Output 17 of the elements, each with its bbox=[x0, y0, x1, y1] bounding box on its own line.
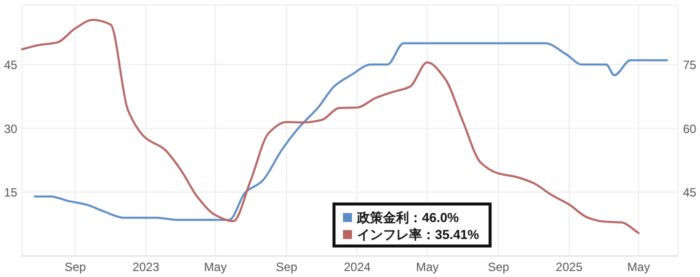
x-tick-label: May bbox=[627, 260, 650, 274]
x-tick-label: 2023 bbox=[132, 260, 160, 274]
x-tick-label: Sep bbox=[488, 260, 510, 274]
x-tick-label: 2025 bbox=[556, 260, 583, 274]
x-tick-label: 2024 bbox=[344, 260, 371, 274]
y-tick-label: 15 bbox=[4, 186, 18, 200]
y-tick-label: 45 bbox=[4, 58, 18, 72]
y2-tick-label: 60 bbox=[683, 122, 697, 136]
legend-label: 政策金利：46.0% bbox=[356, 210, 460, 225]
legend-label: インフレ率：35.41% bbox=[357, 227, 480, 242]
y-tick-label: 30 bbox=[4, 122, 18, 136]
x-tick-label: May bbox=[204, 260, 227, 274]
y2-tick-label: 75 bbox=[683, 58, 697, 72]
x-tick-label: Sep bbox=[64, 260, 86, 274]
y2-tick-label: 45 bbox=[683, 186, 697, 200]
x-tick-label: Sep bbox=[276, 260, 298, 274]
x-tick-label: May bbox=[416, 260, 439, 274]
